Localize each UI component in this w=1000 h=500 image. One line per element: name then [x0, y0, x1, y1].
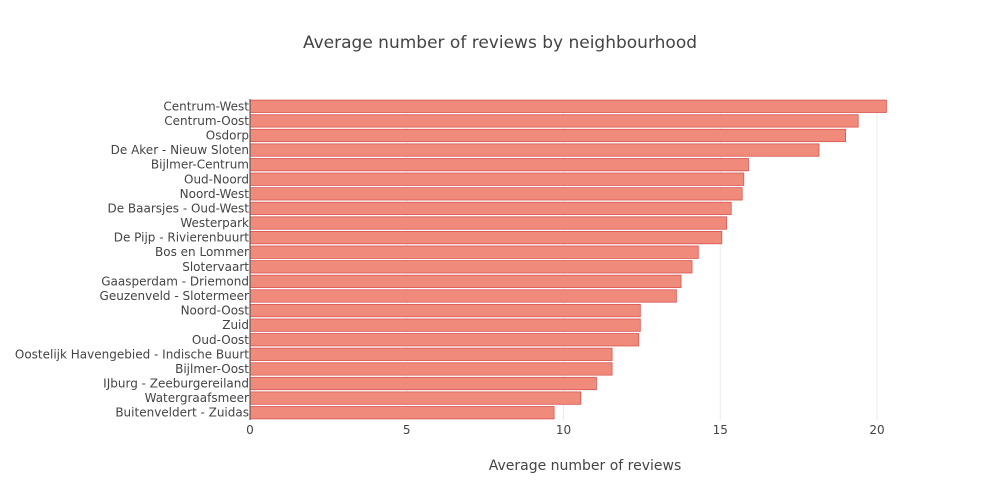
- bar: [249, 406, 555, 420]
- x-tick-label: 15: [713, 423, 728, 437]
- y-tick-label: Geuzenveld - Slotermeer: [100, 289, 250, 303]
- y-tick-label: Bijlmer-Oost: [175, 362, 249, 376]
- y-tick-label: Westerpark: [180, 216, 249, 230]
- bar: [249, 158, 749, 172]
- bar: [249, 99, 887, 113]
- bar: [249, 347, 613, 361]
- x-tick-label: 10: [556, 423, 571, 437]
- y-tick-label: Buitenveldert - Zuidas: [115, 406, 249, 420]
- bar: [249, 391, 582, 405]
- x-tick-label: 0: [246, 423, 254, 437]
- y-tick-label: Oud-Noord: [184, 172, 249, 186]
- bar: [249, 362, 613, 376]
- x-tick-label: 5: [403, 423, 411, 437]
- bar: [249, 318, 641, 332]
- y-tick-label: Centrum-Oost: [164, 114, 249, 128]
- bar: [249, 289, 677, 303]
- bar: [249, 216, 727, 230]
- y-tick-label: De Baarsjes - Oud-West: [107, 201, 249, 215]
- bar: [249, 303, 641, 318]
- y-tick-label: Zuid: [222, 318, 249, 332]
- y-tick-label: De Aker - Nieuw Sloten: [111, 143, 249, 157]
- bar: [249, 260, 693, 274]
- bar: [249, 128, 847, 143]
- y-tick-label: Osdorp: [206, 128, 249, 142]
- bar: [249, 187, 743, 201]
- y-tick-label: Oud-Oost: [192, 333, 249, 347]
- y-tick-label: Noord-West: [180, 187, 250, 201]
- chart-title: Average number of reviews by neighbourho…: [302, 33, 698, 53]
- bar: [249, 201, 732, 216]
- y-tick-label: Slotervaart: [182, 260, 249, 274]
- y-tick-label: Watergraafsmeer: [145, 391, 249, 405]
- bar: [249, 172, 745, 186]
- bar: [249, 143, 820, 157]
- y-tick-label: IJburg - Zeeburgereiland: [103, 377, 249, 391]
- y-tick-label: Centrum-West: [163, 99, 249, 113]
- x-tick-label: 20: [869, 423, 884, 437]
- bar: [249, 114, 859, 128]
- y-tick-label: Oostelijk Havengebied - Indische Buurt: [15, 347, 249, 361]
- bar: [249, 274, 682, 288]
- x-axis-label: Average number of reviews: [488, 458, 682, 474]
- y-tick-label: Bijlmer-Centrum: [151, 158, 249, 172]
- y-tick-label: Bos en Lommer: [155, 245, 249, 259]
- y-tick-label: De Pijp - Rivierenbuurt: [114, 231, 250, 245]
- y-tick-label: Noord-Oost: [181, 304, 250, 318]
- bar: [249, 376, 597, 391]
- bar: [249, 333, 640, 347]
- bar: [249, 231, 723, 245]
- y-tick-label: Gaasperdam - Driemond: [101, 274, 249, 288]
- bar: [249, 245, 699, 259]
